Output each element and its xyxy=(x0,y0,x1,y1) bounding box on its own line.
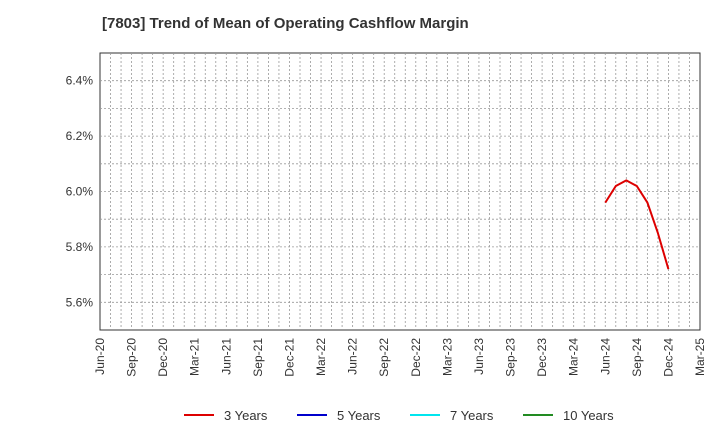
x-tick-label: Mar-25 xyxy=(693,338,707,376)
x-axis-ticks: Jun-20 Sep-20 Dec-20 Mar-21 Jun-21 Sep-21 Dec-… xyxy=(93,338,707,377)
x-tick-label: Jun-23 xyxy=(472,338,486,375)
x-tick-label: Jun-22 xyxy=(346,338,360,375)
legend-swatch-5-years xyxy=(297,414,327,416)
y-tick-label: 6.2% xyxy=(66,129,94,143)
legend-item-5-years: 5 Years xyxy=(297,404,380,426)
x-tick-label: Mar-22 xyxy=(314,338,328,376)
legend-swatch-7-years xyxy=(410,414,440,416)
x-tick-label: Dec-21 xyxy=(282,338,296,377)
y-tick-label: 5.6% xyxy=(66,295,94,309)
x-tick-label: Sep-21 xyxy=(251,338,265,377)
legend: 3 Years 5 Years 7 Years 10 Years xyxy=(0,404,720,426)
legend-swatch-3-years xyxy=(184,414,214,416)
legend-label-3-years: 3 Years xyxy=(224,407,268,423)
y-axis-ticks: 5.6% 5.8% 6.0% 6.2% 6.4% xyxy=(66,74,94,310)
x-tick-label: Jun-20 xyxy=(93,338,107,375)
legend-item-3-years: 3 Years xyxy=(184,404,267,426)
x-tick-label: Dec-23 xyxy=(535,338,549,377)
x-tick-label: Mar-21 xyxy=(188,338,202,376)
legend-label-5-years: 5 Years xyxy=(337,407,381,423)
x-tick-label: Dec-20 xyxy=(156,338,170,377)
grid xyxy=(100,53,700,330)
legend-label-10-years: 10 Years xyxy=(563,407,614,423)
legend-label-7-years: 7 Years xyxy=(450,407,494,423)
x-tick-label: Dec-24 xyxy=(661,338,675,377)
x-tick-label: Sep-22 xyxy=(377,338,391,377)
x-tick-label: Mar-24 xyxy=(567,338,581,376)
y-tick-label: 6.4% xyxy=(66,74,94,88)
x-tick-label: Sep-20 xyxy=(125,338,139,377)
x-tick-label: Dec-22 xyxy=(409,338,423,377)
legend-item-10-years: 10 Years xyxy=(523,404,614,426)
series-line-3-years xyxy=(604,179,670,270)
x-tick-label: Jun-24 xyxy=(598,338,612,375)
legend-swatch-10-years xyxy=(523,414,553,416)
series-lines xyxy=(604,179,670,270)
x-tick-label: Mar-23 xyxy=(440,338,454,376)
x-tick-label: Sep-24 xyxy=(630,338,644,377)
x-tick-label: Jun-21 xyxy=(219,338,233,375)
y-tick-label: 6.0% xyxy=(66,185,94,199)
x-tick-label: Sep-23 xyxy=(504,338,518,377)
chart-title: [7803] Trend of Mean of Operating Cashfl… xyxy=(102,15,469,32)
legend-item-7-years: 7 Years xyxy=(410,404,493,426)
y-tick-label: 5.8% xyxy=(66,240,94,254)
